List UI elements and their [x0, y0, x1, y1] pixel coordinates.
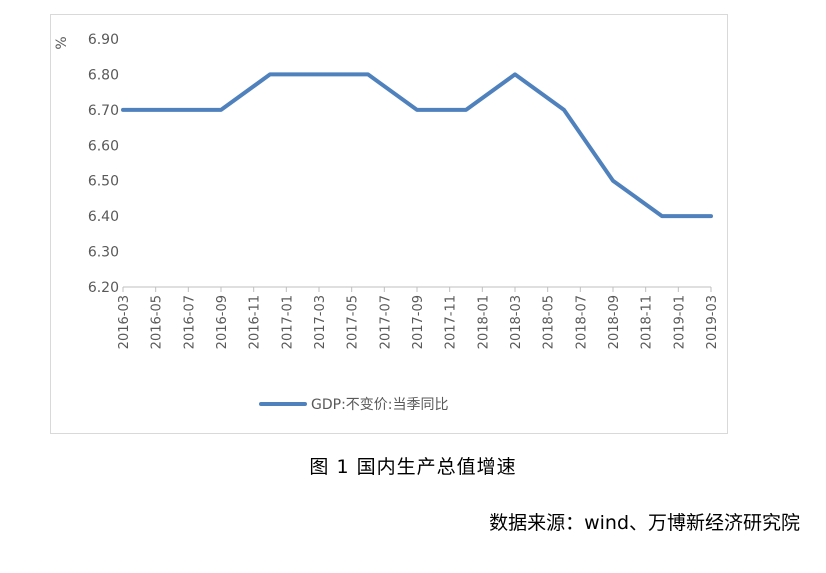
y-tick-label: 6.90 — [88, 32, 119, 48]
x-axis: 2016-03 2016-05 2016-07 2016-09 2016-11 2017-… — [117, 286, 720, 349]
x-tick-label: 2016-09 — [215, 295, 230, 349]
x-tick-label: 2019-01 — [672, 295, 687, 349]
y-axis: 6.20 6.30 6.40 6.50 6.60 6.70 6.80 6.90% — [54, 32, 119, 296]
y-axis-unit: % — [54, 36, 70, 49]
series-line — [121, 72, 713, 219]
x-tick-label: 2018-11 — [640, 295, 655, 349]
x-tick-label: 2017-09 — [411, 295, 426, 349]
x-tick-label: 2016-03 — [117, 295, 132, 349]
gdp-line-chart: 6.20 6.30 6.40 6.50 6.60 6.70 6.80 6.90% 2016-0… — [54, 32, 720, 413]
chart-frame: 6.20 6.30 6.40 6.50 6.60 6.70 6.80 6.90% 2016-0… — [50, 14, 728, 434]
x-tick-label: 2017-07 — [378, 295, 393, 349]
x-tick-label: 2017-11 — [444, 295, 459, 349]
x-tick-label: 2017-05 — [346, 295, 361, 349]
x-tick-label: 2016-07 — [182, 295, 197, 349]
series-lines — [121, 72, 713, 219]
y-tick-label: 6.80 — [88, 67, 119, 83]
y-tick-label: 6.50 — [88, 174, 119, 190]
legend-label: GDP:不变价:当季同比 — [311, 397, 449, 413]
y-tick-label: 6.30 — [88, 245, 119, 261]
y-tick-label: 6.20 — [88, 280, 119, 296]
data-source-note: 数据来源：wind、万博新经济研究院 — [489, 512, 800, 534]
x-tick-label: 2018-01 — [476, 295, 491, 349]
x-tick-label: 2018-05 — [542, 295, 557, 349]
x-tick-label: 2018-09 — [607, 295, 622, 349]
x-tick-label: 2017-01 — [280, 295, 295, 349]
figure-caption: 图 1 国内生产总值增速 — [309, 456, 517, 478]
y-tick-label: 6.60 — [88, 138, 119, 154]
x-tick-label: 2018-03 — [509, 295, 524, 349]
x-tick-label: 2018-07 — [574, 295, 589, 349]
y-tick-label: 6.70 — [88, 103, 119, 119]
x-tick-label: 2019-03 — [705, 295, 720, 349]
legend: GDP:不变价:当季同比 — [259, 397, 449, 413]
x-tick-label: 2017-03 — [313, 295, 328, 349]
y-tick-label: 6.40 — [88, 209, 119, 225]
x-tick-label: 2016-11 — [248, 295, 263, 349]
x-tick-label: 2016-05 — [150, 295, 165, 349]
